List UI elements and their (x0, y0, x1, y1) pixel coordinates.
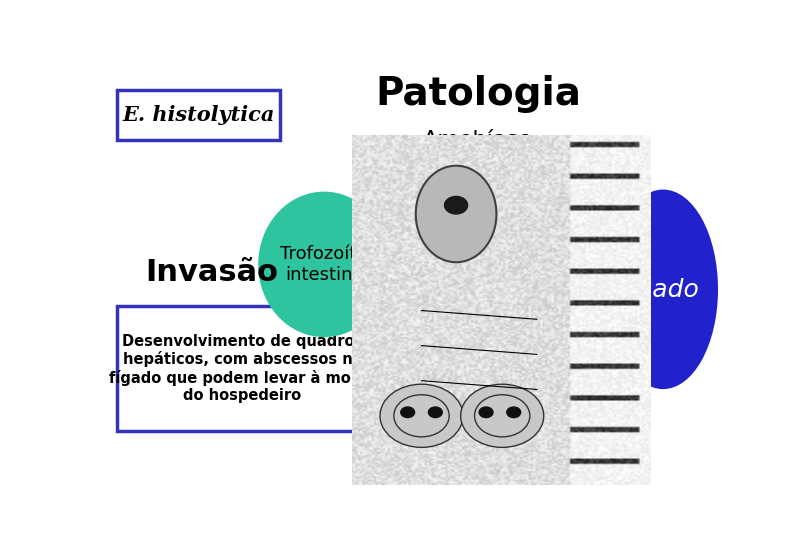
Text: E. histolytica: E. histolytica (122, 105, 275, 125)
Ellipse shape (475, 395, 530, 437)
Bar (117, 90, 280, 140)
Ellipse shape (608, 190, 718, 389)
Circle shape (428, 407, 442, 417)
Text: Desenvolvimento de quadros
hepáticos, com abscessos no
fígado que podem levar à : Desenvolvimento de quadros hepáticos, co… (109, 334, 376, 403)
Text: Amebíase: Amebíase (423, 130, 533, 150)
Ellipse shape (394, 395, 450, 437)
Text: Forma extra-intestinal: Forma extra-intestinal (355, 167, 601, 187)
Ellipse shape (258, 192, 390, 337)
Circle shape (401, 407, 415, 417)
Circle shape (507, 407, 521, 417)
Text: Invasão: Invasão (145, 258, 278, 287)
Text: Patologia: Patologia (375, 75, 581, 113)
Text: Fígado: Fígado (615, 277, 699, 302)
Circle shape (480, 407, 493, 417)
Circle shape (445, 197, 467, 214)
Text: Trofozoíto
intestino: Trofozoíto intestino (280, 245, 368, 284)
Ellipse shape (461, 384, 544, 447)
Ellipse shape (380, 384, 463, 447)
Bar (117, 306, 368, 431)
Ellipse shape (416, 166, 497, 262)
